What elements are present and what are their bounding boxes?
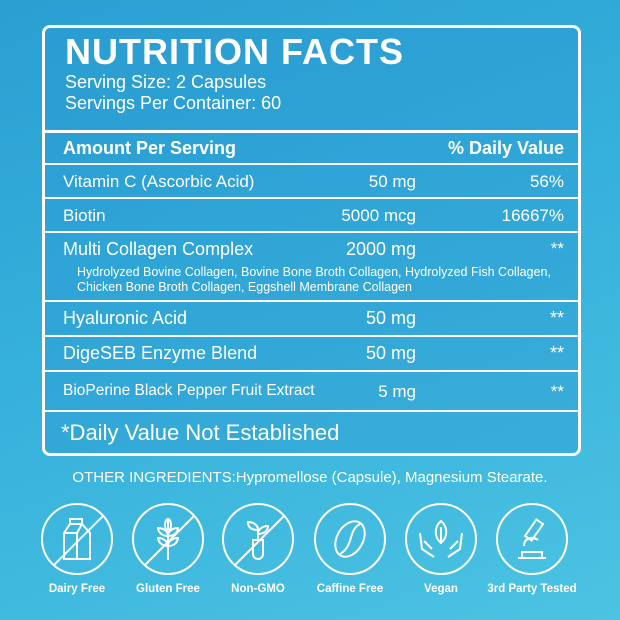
servings-per-container: Servings Per Container: 60 [65,93,282,113]
test-tube-plant-icon [246,520,270,560]
nutrient-amount: 50 mg [365,343,416,363]
nutrient-amount: 50 mg [368,172,416,191]
badge-label: Gluten Free [136,583,200,595]
nutrient-amount: 5000 mcg [341,206,416,225]
badge-label: Dairy Free [48,583,106,595]
badge-label: Non-GMO [231,583,285,595]
nutrition-facts-panel: NUTRITION FACTS Serving Size: 2 Capsules… [42,25,581,456]
coffee-bean-icon [334,520,366,558]
nutrient-amount: 50 mg [365,308,416,328]
nutrient-dv: ** [550,382,564,401]
badge-caffeine-free: Caffine Free [305,503,395,595]
table-row: Biotin 5000 mcg 16667% [45,199,578,233]
nutrient-name: Hyaluronic Acid [63,308,188,328]
table-row: Multi Collagen Complex 2000 mg ** Hydrol… [45,233,578,302]
badge-label: Vegan [424,583,458,595]
nutrient-name: DigeSEB Enzyme Blend [63,343,258,363]
badge-gluten-free: Gluten Free [123,503,213,595]
panel-header: NUTRITION FACTS Serving Size: 2 Capsules… [45,28,578,133]
table-row: Vitamin C (Ascorbic Acid) 50 mg 56% [45,165,578,199]
other-ingredients: OTHER INGREDIENTS:Hypromellose (Capsule)… [72,469,548,486]
badge-3rd-party-tested: 3rd Party Tested [487,503,577,595]
nutrient-amount: 5 mg [378,382,416,401]
nutrient-detail: Hydrolyzed Bovine Collagen, Bovine Bone … [77,265,551,294]
table-header: Amount Per Serving % Daily Value [45,133,578,165]
nutrient-dv: ** [549,343,564,363]
page-title: NUTRITION FACTS [65,31,404,72]
table-row: DigeSEB Enzyme Blend 50 mg ** [45,337,578,372]
badge-label: Caffine Free [316,583,384,595]
dv-header: % Daily Value [447,138,564,158]
amount-header: Amount Per Serving [63,138,237,158]
nutrient-name: BioPerine Black Pepper Fruit Extract [63,382,315,399]
nutrient-dv: 16667% [501,206,564,225]
microscope-icon [518,518,546,559]
nutrient-amount: 2000 mg [345,239,416,259]
serving-size: Serving Size: 2 Capsules [65,72,267,92]
nutrient-name: Vitamin C (Ascorbic Acid) [63,172,255,191]
nutrient-dv: 56% [529,172,564,191]
badge-dairy-free: Dairy Free [32,503,122,595]
badge-vegan: Vegan [396,503,486,595]
nutrient-name: Multi Collagen Complex [63,239,254,259]
table-row: BioPerine Black Pepper Fruit Extract 5 m… [45,372,578,412]
nutrient-dv: ** [550,239,564,258]
badge-non-gmo: Non-GMO [213,503,303,595]
hands-leaf-icon [419,519,463,558]
footnote: *Daily Value Not Established [61,420,340,445]
badge-label: 3rd Party Tested [487,583,577,595]
nutrient-dv: ** [549,308,564,328]
nutrient-name: Biotin [63,206,106,225]
table-row: Hyaluronic Acid 50 mg ** [45,302,578,337]
